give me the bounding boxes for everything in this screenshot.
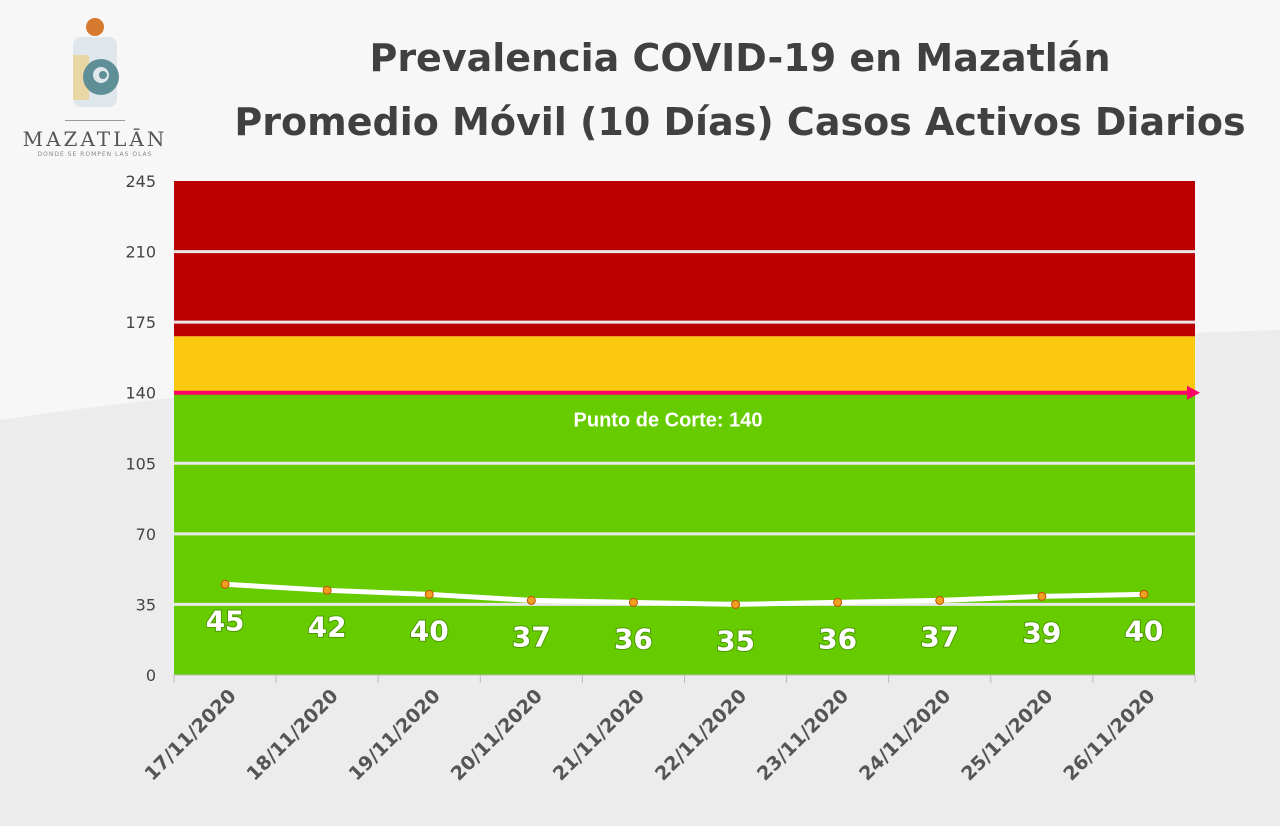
y-tick-label: 35	[136, 595, 156, 614]
logo-emblem-icon	[73, 18, 119, 107]
data-label: 39	[1022, 616, 1061, 649]
data-label: 35	[716, 624, 755, 657]
data-point	[526, 595, 536, 605]
chart-title: Prevalencia COVID-19 en Mazatlán	[369, 36, 1111, 80]
data-point	[1139, 589, 1149, 599]
data-label: 36	[818, 622, 857, 655]
y-tick-label: 70	[136, 525, 156, 544]
data-point	[935, 595, 945, 605]
data-label: 37	[512, 620, 551, 653]
x-tick-label: 26/11/2020	[1059, 685, 1159, 785]
x-tick-label: 25/11/2020	[957, 685, 1057, 785]
data-point	[322, 585, 332, 595]
band-2	[174, 181, 1195, 337]
y-tick-label: 140	[125, 384, 156, 403]
logo-word: MAZATLĀN	[22, 127, 168, 151]
x-tick-label: 18/11/2020	[243, 685, 343, 785]
data-point	[424, 589, 434, 599]
x-tick-label: 17/11/2020	[140, 685, 240, 785]
data-point	[220, 579, 230, 589]
data-point	[1037, 591, 1047, 601]
chart-subtitle: Promedio Móvil (10 Días) Casos Activos D…	[234, 100, 1246, 144]
x-tick-label: 24/11/2020	[855, 685, 955, 785]
y-tick-label: 245	[125, 172, 156, 191]
band-1	[174, 336, 1195, 393]
y-tick-label: 105	[125, 454, 156, 473]
y-tick-label: 0	[146, 666, 156, 685]
x-tick-label: 20/11/2020	[447, 685, 547, 785]
logo-tagline: DONDE SE ROMPEN LAS OLAS	[37, 151, 153, 158]
x-tick-label: 21/11/2020	[549, 685, 649, 785]
data-point	[628, 597, 638, 607]
data-label: 42	[308, 610, 347, 643]
y-tick-label: 210	[125, 243, 156, 262]
series-line	[224, 581, 1144, 607]
y-tick-label: 175	[125, 313, 156, 332]
data-label: 36	[614, 622, 653, 655]
mazatlan-logo: MAZATLĀN DONDE SE ROMPEN LAS OLAS	[20, 15, 170, 158]
data-label: 40	[1124, 614, 1163, 647]
threshold-label: Punto de Corte: 140	[574, 410, 763, 432]
x-tick-label: 23/11/2020	[753, 685, 853, 785]
threshold-arrow-icon	[1187, 385, 1200, 400]
data-label: 40	[410, 614, 449, 647]
x-tick-label: 22/11/2020	[651, 685, 751, 785]
data-point	[833, 597, 843, 607]
data-label: 37	[920, 620, 959, 653]
data-label: 45	[206, 604, 245, 637]
data-point	[731, 599, 741, 609]
x-tick-label: 19/11/2020	[345, 685, 445, 785]
